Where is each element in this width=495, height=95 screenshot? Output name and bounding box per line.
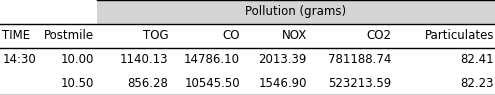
Text: 82.41: 82.41 <box>460 53 494 66</box>
Text: Pollution (grams): Pollution (grams) <box>245 5 346 18</box>
Text: 856.28: 856.28 <box>127 77 168 90</box>
Text: 10.00: 10.00 <box>61 53 94 66</box>
Text: CO: CO <box>223 29 240 42</box>
Text: CO2: CO2 <box>366 29 391 42</box>
Text: 82.23: 82.23 <box>460 77 494 90</box>
Text: 523213.59: 523213.59 <box>328 77 391 90</box>
Text: NOX: NOX <box>282 29 307 42</box>
Text: TOG: TOG <box>143 29 168 42</box>
Text: 1546.90: 1546.90 <box>258 77 307 90</box>
Text: 781188.74: 781188.74 <box>328 53 391 66</box>
Text: TIME: TIME <box>2 29 31 42</box>
Text: Particulates: Particulates <box>425 29 494 42</box>
Text: Postmile: Postmile <box>44 29 94 42</box>
Text: 14786.10: 14786.10 <box>184 53 240 66</box>
Text: 1140.13: 1140.13 <box>120 53 168 66</box>
Text: 10.50: 10.50 <box>61 77 94 90</box>
Text: 2013.39: 2013.39 <box>258 53 307 66</box>
Bar <box>97 0 495 24</box>
Text: 14:30: 14:30 <box>2 53 36 66</box>
Text: 10545.50: 10545.50 <box>185 77 240 90</box>
